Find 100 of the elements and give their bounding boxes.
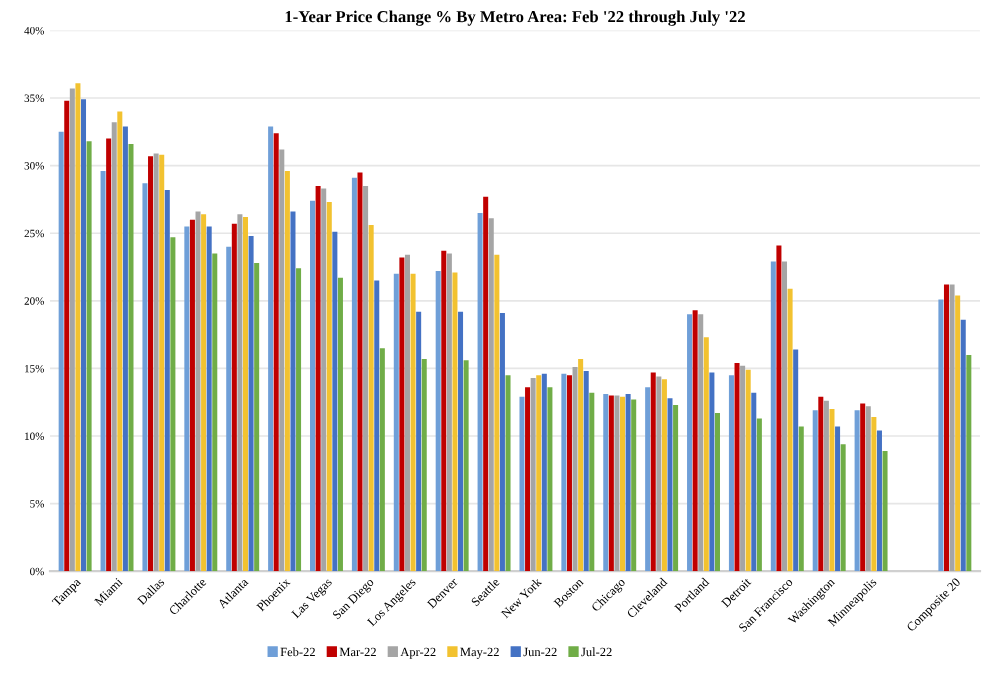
- bar: [603, 394, 609, 572]
- bar: [561, 373, 567, 572]
- bar: [463, 360, 469, 572]
- bar: [620, 396, 626, 572]
- bar: [692, 310, 698, 572]
- bar: [296, 268, 302, 572]
- bar: [189, 219, 195, 572]
- bar: [290, 211, 296, 572]
- bar: [589, 392, 595, 572]
- bar: [393, 273, 399, 572]
- bar: [541, 373, 547, 572]
- bar: [248, 235, 254, 572]
- bar: [363, 185, 369, 572]
- bar: [111, 122, 117, 572]
- bar: [122, 126, 128, 572]
- bar: [435, 271, 441, 572]
- bar: [966, 354, 972, 572]
- bar: [578, 358, 584, 572]
- bar: [865, 406, 871, 572]
- bar: [421, 358, 427, 572]
- bar: [64, 100, 70, 572]
- chart-title: 1-Year Price Change % By Metro Area: Feb '22 through July '22: [285, 10, 745, 26]
- bar: [310, 200, 316, 572]
- bar: [938, 299, 944, 572]
- bar: [226, 246, 232, 572]
- bar: [770, 261, 776, 572]
- bar: [835, 426, 841, 572]
- bar: [499, 312, 505, 572]
- bar: [86, 141, 92, 572]
- bar: [949, 284, 955, 572]
- bar: [242, 217, 249, 572]
- bar: [566, 375, 572, 572]
- bar: [547, 387, 553, 572]
- bar: [284, 171, 290, 572]
- bar: [519, 396, 525, 572]
- bar: [955, 295, 961, 572]
- bar: [441, 250, 447, 572]
- bar: [195, 211, 201, 572]
- bar: [170, 237, 176, 572]
- bar: [332, 231, 338, 572]
- bar: [237, 214, 243, 572]
- bar: [81, 99, 87, 572]
- bar: [273, 133, 279, 572]
- bar: [268, 126, 274, 572]
- bar: [159, 154, 165, 572]
- bar: [698, 314, 704, 572]
- bar: [206, 226, 212, 572]
- bar: [153, 153, 159, 572]
- bar: [787, 288, 793, 572]
- bar: [212, 253, 218, 572]
- bar: [337, 277, 343, 572]
- bar: [279, 149, 285, 572]
- bar: [714, 413, 720, 572]
- bar: [254, 262, 260, 572]
- bar: [960, 319, 966, 572]
- bar: [536, 375, 542, 572]
- bar: [164, 189, 170, 572]
- bar: [860, 403, 866, 572]
- bar: [776, 245, 782, 572]
- bar: [117, 111, 123, 572]
- bar: [184, 226, 190, 572]
- bar: [829, 408, 835, 572]
- bar: [734, 363, 740, 572]
- bar: [142, 183, 148, 572]
- bar: [667, 398, 673, 572]
- bar: [871, 417, 877, 572]
- bar: [854, 410, 860, 572]
- bar: [128, 143, 134, 572]
- bar: [876, 430, 882, 572]
- bar: [494, 254, 500, 572]
- bar: [943, 284, 949, 572]
- bar: [583, 371, 589, 572]
- bar: [416, 311, 422, 572]
- bar: [709, 372, 715, 572]
- bar: [756, 418, 762, 572]
- bar: [505, 375, 511, 572]
- bar: [823, 400, 829, 572]
- bar: [357, 172, 363, 572]
- bar: [321, 188, 327, 572]
- bar: [687, 314, 693, 572]
- bar: [326, 202, 332, 572]
- bar: [703, 337, 709, 572]
- bar: [351, 177, 357, 572]
- bar: [100, 171, 106, 572]
- bar: [661, 379, 667, 572]
- bar: [106, 138, 112, 572]
- bar: [745, 369, 751, 572]
- bar: [818, 396, 824, 572]
- bar: [530, 377, 536, 572]
- bar: [625, 394, 631, 572]
- bar: [399, 257, 405, 572]
- bar: [69, 88, 75, 572]
- bar: [525, 387, 531, 572]
- bar: [608, 395, 614, 572]
- bar: [798, 426, 804, 572]
- bar: [645, 387, 651, 572]
- bar: [488, 218, 494, 572]
- bar: [740, 365, 746, 572]
- bar: [572, 367, 578, 572]
- bar: [201, 214, 207, 572]
